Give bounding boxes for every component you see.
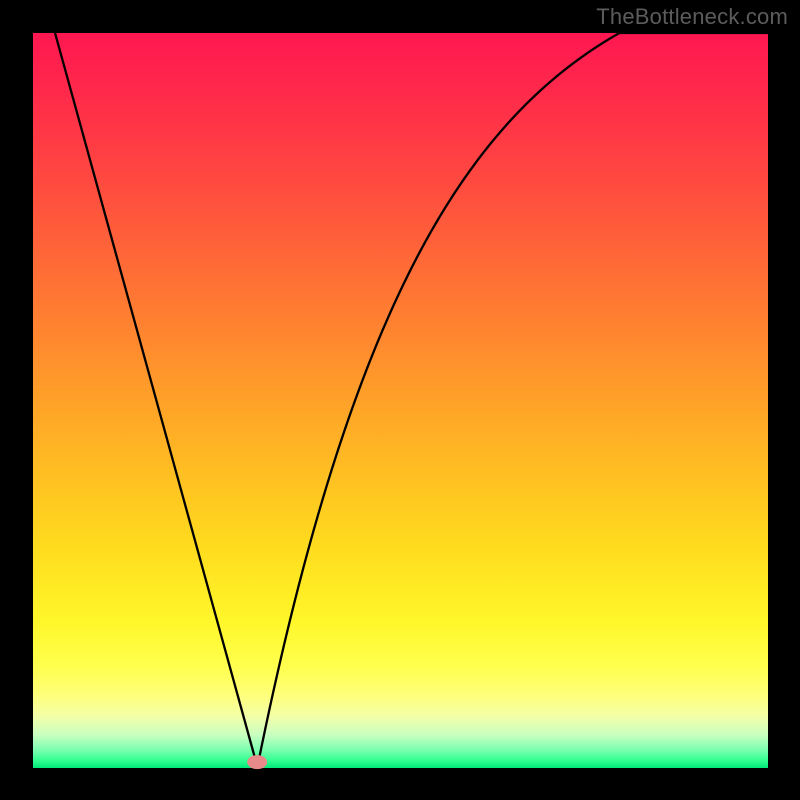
watermark-text: TheBottleneck.com [596, 4, 788, 30]
vertex-marker [247, 755, 267, 769]
chart-plot-bg [33, 33, 768, 768]
chart-container: TheBottleneck.com [0, 0, 800, 800]
bottleneck-chart [0, 0, 800, 800]
